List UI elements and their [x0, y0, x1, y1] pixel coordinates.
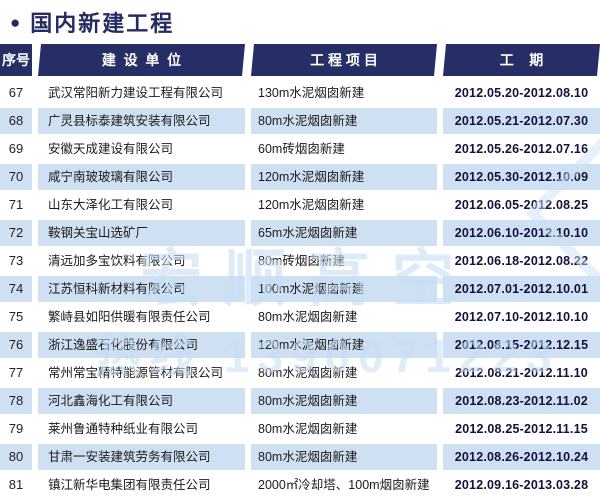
table-row: 74 江苏恒科新材料有限公司 100m水泥烟囱新建 2012.07.01-2012.1…	[0, 276, 600, 302]
table-row: 79 莱州鲁通特种纸业有限公司 80m水泥烟囱新建 2012.08.25-2012.1…	[0, 416, 600, 442]
cell-period: 2012.06.10-2012.10.10	[443, 220, 600, 246]
cell-company: 莱州鲁通特种纸业有限公司	[48, 422, 199, 436]
cell-company: 河北鑫海化工有限公司	[38, 388, 245, 414]
table-row: 76 浙江逸盛石化股份有限公司 120m水泥烟囱新建 2012.08.15-2012.…	[0, 332, 600, 358]
table-row: 80 甘肃一安装建筑劳务有限公司 80m水泥烟囱新建 2012.08.26-2012.…	[0, 444, 600, 470]
cell-company: 清远加多宝饮料有限公司	[48, 254, 186, 268]
table-row: 67 武汉常阳新力建设工程有限公司 130m水泥烟囱新建 2012.05.20-201…	[0, 80, 600, 106]
cell-project: 120m水泥烟囱新建	[251, 332, 437, 358]
cell-period: 2012.05.20-2012.08.10	[454, 86, 589, 100]
cell-no: 69	[8, 141, 24, 156]
cell-period: 2012.07.01-2012.10.01	[443, 276, 600, 302]
cell-company: 山东大泽化工有限公司	[48, 198, 174, 212]
header-period: 工 期	[443, 44, 600, 76]
cell-project: 60m砖烟囱新建	[258, 142, 345, 156]
cell-company: 咸宁南玻玻璃有限公司	[38, 164, 245, 190]
cell-project: 80m水泥烟囱新建	[258, 310, 358, 324]
table-row: 72 鞍钢关宝山选矿厂 65m水泥烟囱新建 2012.06.10-2012.10.10	[0, 220, 600, 246]
header-company: 建 设 单 位	[38, 44, 245, 76]
table-row: 75 繁峙县如阳供暖有限责任公司 80m水泥烟囱新建 2012.07.10-2012.…	[0, 304, 600, 330]
cell-period: 2012.08.23-2012.11.02	[443, 388, 600, 414]
table-rows: 67 武汉常阳新力建设工程有限公司 130m水泥烟囱新建 2012.05.20-201…	[0, 80, 600, 500]
cell-company: 浙江逸盛石化股份有限公司	[38, 332, 245, 358]
cell-no: 76	[0, 332, 32, 358]
cell-project: 130m水泥烟囱新建	[258, 86, 365, 100]
cell-company: 安徽天成建设有限公司	[48, 142, 174, 156]
table-row: 70 咸宁南玻玻璃有限公司 120m水泥烟囱新建 2012.05.30-2012.10…	[0, 164, 600, 190]
cell-no: 75	[8, 309, 24, 324]
cell-project: 65m水泥烟囱新建	[251, 220, 437, 246]
page-title-text: 国内新建工程	[30, 11, 175, 36]
cell-project: 120m水泥烟囱新建	[258, 198, 365, 212]
bullet-icon: ●	[10, 12, 21, 32]
cell-no: 79	[8, 421, 24, 436]
table-row: 71 山东大泽化工有限公司 120m水泥烟囱新建 2012.06.05-2012.08…	[0, 192, 600, 218]
cell-project: 2000㎡冷却塔、100m烟囱新建	[258, 478, 430, 492]
header-no: 序号	[0, 44, 32, 76]
table-row: 77 常州常宝精特能源管材有限公司 80m水泥烟囱新建 2012.08.21-2012…	[0, 360, 600, 386]
cell-no: 77	[8, 365, 24, 380]
cell-project: 80m水泥烟囱新建	[251, 108, 437, 134]
cell-project: 80m水泥烟囱新建	[251, 388, 437, 414]
cell-company: 甘肃一安装建筑劳务有限公司	[38, 444, 245, 470]
cell-project: 100m水泥烟囱新建	[251, 276, 437, 302]
table-row: 68 广灵县标泰建筑安装有限公司 80m水泥烟囱新建 2012.05.21-2012.…	[0, 108, 600, 134]
cell-period: 2012.06.05-2012.08.25	[454, 198, 589, 212]
cell-period: 2012.08.21-2012.11.10	[455, 366, 588, 380]
cell-company: 繁峙县如阳供暖有限责任公司	[48, 310, 211, 324]
cell-no: 70	[0, 164, 32, 190]
cell-period: 2012.07.10-2012.10.10	[454, 310, 589, 324]
cell-period: 2012.08.15-2012.12.15	[443, 332, 600, 358]
cell-period: 2012.05.21-2012.07.30	[443, 108, 600, 134]
cell-period: 2012.06.18-2012.08.22	[454, 254, 589, 268]
cell-project: 80m砖烟囱新建	[258, 254, 345, 268]
cell-period: 2012.09.16-2013.03.28	[454, 478, 589, 492]
cell-no: 68	[0, 108, 32, 134]
cell-company: 武汉常阳新力建设工程有限公司	[48, 86, 224, 100]
cell-no: 72	[0, 220, 32, 246]
cell-project: 120m水泥烟囱新建	[251, 164, 437, 190]
cell-no: 74	[0, 276, 32, 302]
table-row: 78 河北鑫海化工有限公司 80m水泥烟囱新建 2012.08.23-2012.11.…	[0, 388, 600, 414]
cell-no: 78	[0, 388, 32, 414]
cell-no: 81	[8, 477, 24, 492]
cell-no: 80	[0, 444, 32, 470]
cell-period: 2012.08.26-2012.10.24	[443, 444, 600, 470]
table-row: 73 清远加多宝饮料有限公司 80m砖烟囱新建 2012.06.18-2012.08.…	[0, 248, 600, 274]
header-project: 工 程 项 目	[251, 44, 437, 76]
cell-no: 67	[8, 85, 24, 100]
cell-period: 2012.05.30-2012.10.09	[443, 164, 600, 190]
cell-project: 80m水泥烟囱新建	[258, 422, 358, 436]
cell-company: 镇江新华电集团有限责任公司	[48, 478, 211, 492]
table-row: 69 安徽天成建设有限公司 60m砖烟囱新建 2012.05.26-2012.07.1…	[0, 136, 600, 162]
cell-no: 71	[8, 197, 24, 212]
cell-company: 江苏恒科新材料有限公司	[38, 276, 245, 302]
table-header-row: 序号 建 设 单 位 工 程 项 目 工 期	[0, 44, 600, 76]
cell-project: 80m水泥烟囱新建	[251, 444, 437, 470]
cell-no: 73	[8, 253, 24, 268]
cell-period: 2012.08.25-2012.11.15	[455, 422, 588, 436]
table-row: 81 镇江新华电集团有限责任公司 2000㎡冷却塔、100m烟囱新建 2012.09.…	[0, 472, 600, 498]
cell-company: 鞍钢关宝山选矿厂	[38, 220, 245, 246]
cell-company: 广灵县标泰建筑安装有限公司	[38, 108, 245, 134]
cell-project: 80m水泥烟囱新建	[258, 366, 358, 380]
page-title: ● 国内新建工程	[10, 6, 174, 38]
cell-company: 常州常宝精特能源管材有限公司	[48, 366, 224, 380]
cell-period: 2012.05.26-2012.07.16	[454, 142, 589, 156]
